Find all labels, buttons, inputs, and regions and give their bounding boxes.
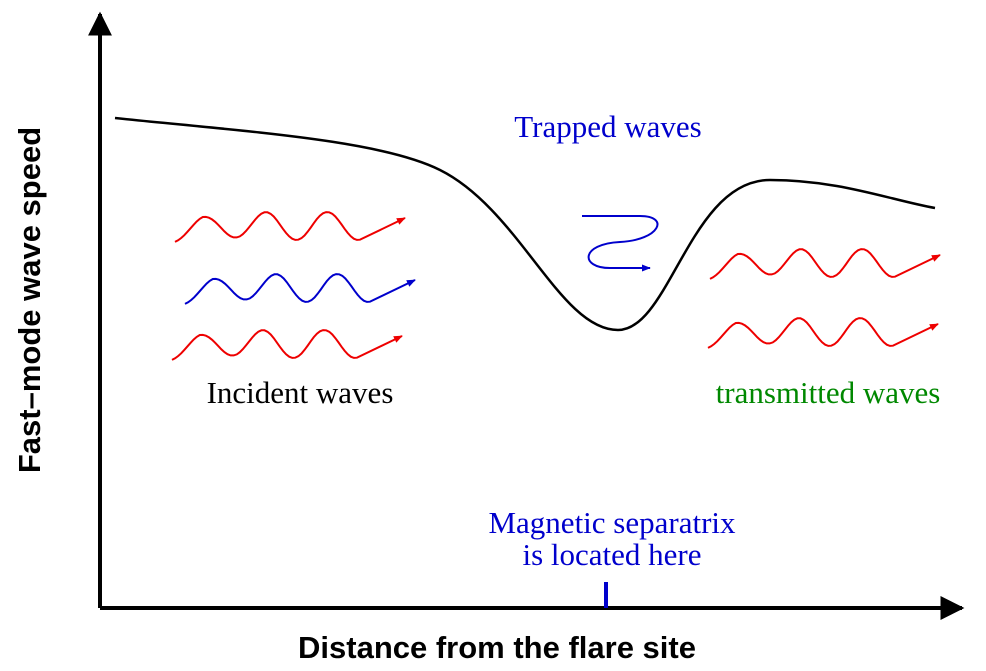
separatrix-label: is located here xyxy=(522,537,701,572)
wave xyxy=(174,211,406,243)
trapped-wave xyxy=(582,215,659,272)
x-axis-label: Distance from the flare site xyxy=(298,630,696,665)
wave xyxy=(171,329,403,361)
speed-curve xyxy=(114,116,936,332)
transmitted-label: transmitted waves xyxy=(716,375,941,410)
separatrix-label: Magnetic separatrix xyxy=(488,505,736,540)
wave xyxy=(184,273,416,305)
wave xyxy=(709,248,941,280)
wave xyxy=(707,317,939,349)
y-axis-label: Fast–mode wave speed xyxy=(12,127,47,473)
incident-label: Incident waves xyxy=(207,375,394,410)
trapped-label: Trapped waves xyxy=(514,109,701,144)
